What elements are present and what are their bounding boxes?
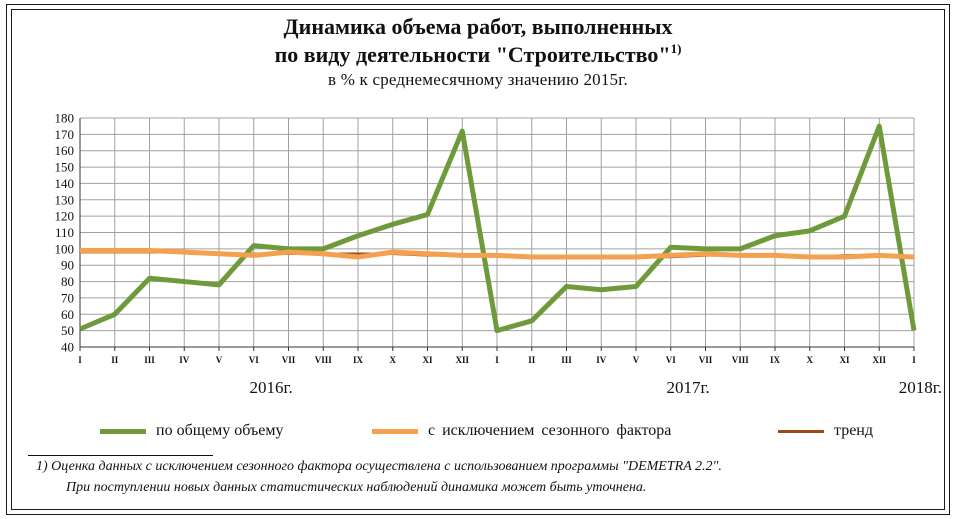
legend-label-seasonal: с исключением сезонного фактора <box>428 422 672 439</box>
y-tick-label: 60 <box>61 307 74 322</box>
title-footnote-mark: 1) <box>670 41 682 56</box>
x-tick-label: XII <box>872 355 886 365</box>
y-tick-label: 150 <box>55 160 75 175</box>
legend-swatch-total <box>100 428 146 434</box>
y-tick-label: 140 <box>55 176 75 191</box>
x-tick-label: VII <box>699 355 713 365</box>
outer-frame <box>6 4 950 515</box>
chart-title-line2: по виду деятельности "Строительство"1) <box>0 41 956 68</box>
x-tick-label: I <box>78 355 82 365</box>
x-tick-label: VI <box>249 355 259 365</box>
legend-label-trend: тренд <box>834 422 873 439</box>
legend-swatch-seasonal <box>372 428 418 434</box>
series-layer <box>79 123 917 334</box>
x-tick-label: X <box>807 355 814 365</box>
chart-title-line2-text: по виду деятельности "Строительство" <box>274 42 671 67</box>
axis-layer <box>79 118 915 351</box>
y-tick-label: 80 <box>61 274 74 289</box>
y-tick-label: 50 <box>61 323 74 338</box>
x-tick-label: XI <box>839 355 849 365</box>
x-tick-label: III <box>561 355 572 365</box>
legend-swatch-trend <box>778 429 824 433</box>
y-tick-label: 100 <box>55 241 75 256</box>
legend-item-total: по общему объему <box>100 421 284 441</box>
chart-title-line1: Динамика объема работ, выполненных <box>283 14 673 39</box>
x-tick-label: V <box>633 355 640 365</box>
year-label: 2017г. <box>666 378 709 397</box>
x-tick-label: II <box>528 355 536 365</box>
x-tick-label: III <box>144 355 155 365</box>
y-tick-label: 40 <box>61 340 74 355</box>
x-tick-label: II <box>111 355 119 365</box>
x-tick-label: VI <box>666 355 676 365</box>
x-tick-label: IX <box>353 355 364 365</box>
x-tick-label: XII <box>455 355 469 365</box>
y-tick-label: 160 <box>55 143 75 158</box>
footnote-divider <box>28 455 213 456</box>
inner-frame <box>11 9 945 510</box>
x-tick-label: XI <box>422 355 432 365</box>
y-tick-label: 120 <box>55 209 75 224</box>
x-tick-label: IV <box>179 355 190 365</box>
legend-item-seasonal: с исключением сезонного фактора <box>372 421 671 441</box>
x-tick-label: V <box>216 355 223 365</box>
footnote-line1: 1) Оценка данных с исключением сезонного… <box>36 459 722 474</box>
y-tick-label: 110 <box>55 225 74 240</box>
footnote-line2: При поступлении новых данных статистичес… <box>66 480 647 495</box>
chart-subtitle: в % к среднемесячному значению 2015г. <box>328 70 628 89</box>
year-label: 2018г. <box>899 378 942 397</box>
x-tick-label: IV <box>596 355 607 365</box>
legend-item-trend: тренд <box>778 421 873 441</box>
x-tick-label: VIII <box>315 355 333 365</box>
x-tick-label: VII <box>282 355 296 365</box>
x-tick-label: I <box>912 355 916 365</box>
y-tick-label: 180 <box>55 111 75 126</box>
x-tick-label: VIII <box>732 355 750 365</box>
y-tick-label: 90 <box>61 258 74 273</box>
y-tick-label: 170 <box>55 127 75 142</box>
x-tick-label: IX <box>770 355 781 365</box>
y-tick-label: 130 <box>55 192 75 207</box>
x-tick-label: I <box>495 355 499 365</box>
x-tick-label: X <box>390 355 397 365</box>
y-tick-label: 70 <box>61 290 74 305</box>
legend-label-total: по общему объему <box>156 422 284 439</box>
year-label: 2016г. <box>249 378 292 397</box>
